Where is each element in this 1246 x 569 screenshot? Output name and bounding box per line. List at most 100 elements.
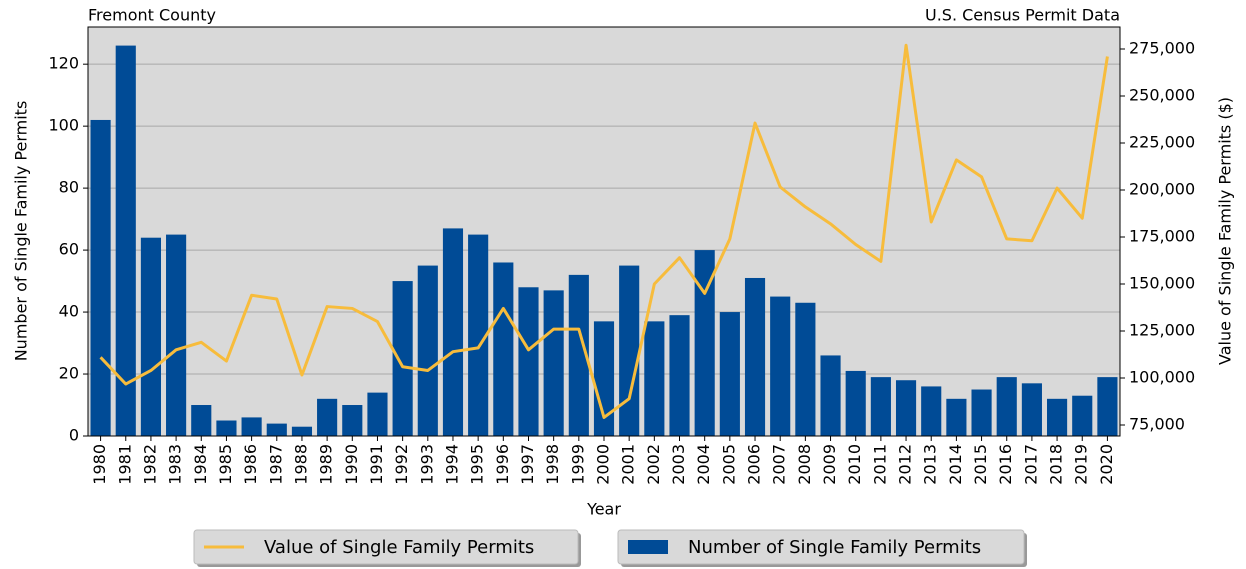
bar xyxy=(367,392,388,436)
y2-tick-label: 125,000 xyxy=(1129,321,1195,340)
x-tick-label: 1984 xyxy=(191,444,210,485)
y-tick-label: 60 xyxy=(59,240,79,259)
x-tick-label: 2020 xyxy=(1097,444,1116,485)
x-tick-label: 1987 xyxy=(266,444,285,485)
x-tick-label: 2015 xyxy=(971,444,990,485)
chart-title-right: U.S. Census Permit Data xyxy=(925,6,1120,25)
x-tick-label: 1983 xyxy=(166,444,185,485)
bar xyxy=(392,281,413,436)
x-tick-label: 2006 xyxy=(745,444,764,485)
bar xyxy=(669,315,690,436)
bar xyxy=(191,405,212,436)
y2-tick-label: 225,000 xyxy=(1129,132,1195,151)
x-axis-label: Year xyxy=(586,500,621,519)
bar xyxy=(1047,398,1068,436)
bar xyxy=(518,287,539,436)
x-tick-label: 1989 xyxy=(317,444,336,485)
y-tick-label: 20 xyxy=(59,364,79,383)
y-tick-label: 40 xyxy=(59,302,79,321)
x-tick-label: 1986 xyxy=(241,444,260,485)
bar xyxy=(870,377,891,436)
x-tick-label: 2019 xyxy=(1072,444,1091,485)
bar xyxy=(442,228,464,436)
y2-tick-label: 150,000 xyxy=(1129,273,1195,292)
bar xyxy=(417,265,438,436)
bar xyxy=(795,302,816,436)
bar xyxy=(895,380,917,436)
x-tick-label: 2001 xyxy=(619,444,638,485)
x-tick-label: 2018 xyxy=(1047,444,1066,485)
y2-tick-label: 200,000 xyxy=(1129,179,1195,198)
x-tick-label: 2013 xyxy=(921,444,940,485)
bar xyxy=(317,398,338,436)
bar xyxy=(1097,377,1118,436)
bar xyxy=(719,312,740,436)
bar xyxy=(468,234,489,436)
x-tick-label: 1992 xyxy=(392,444,411,485)
x-tick-label: 1998 xyxy=(543,444,562,485)
legend-label: Value of Single Family Permits xyxy=(264,537,534,558)
x-tick-label: 1999 xyxy=(568,444,587,485)
bar xyxy=(744,277,766,436)
bar xyxy=(971,389,992,436)
x-tick-label: 1994 xyxy=(442,444,461,485)
y2-tick-label: 275,000 xyxy=(1129,38,1195,57)
bar xyxy=(619,265,640,436)
x-tick-label: 1997 xyxy=(518,444,537,485)
bar xyxy=(644,321,665,436)
bar xyxy=(291,426,313,436)
x-tick-label: 2003 xyxy=(669,444,688,485)
bar xyxy=(845,370,866,436)
bar xyxy=(266,423,287,436)
bar xyxy=(166,234,187,436)
x-tick-label: 1985 xyxy=(216,444,235,485)
y-tick-label: 0 xyxy=(69,426,79,445)
bar xyxy=(568,274,589,436)
x-tick-label: 1991 xyxy=(367,444,386,485)
legend-box xyxy=(193,529,579,565)
x-tick-label: 2012 xyxy=(896,444,915,485)
x-tick-label: 1995 xyxy=(468,444,487,485)
y-tick-label: 100 xyxy=(48,116,79,135)
bar xyxy=(996,377,1017,436)
bar xyxy=(770,296,791,436)
bar xyxy=(946,398,967,436)
x-tick-label: 1993 xyxy=(417,444,436,485)
x-tick-label: 2007 xyxy=(770,444,789,485)
x-tick-label: 2016 xyxy=(996,444,1015,485)
x-tick-label: 2009 xyxy=(820,444,839,485)
y2-tick-label: 100,000 xyxy=(1129,368,1195,387)
line xyxy=(99,43,1109,419)
bar xyxy=(543,290,564,436)
bar xyxy=(1021,383,1042,436)
bar xyxy=(342,405,363,436)
bar xyxy=(921,386,942,436)
y-axis-label: Number of Single Family Permits xyxy=(12,101,31,362)
y-tick-label: 80 xyxy=(59,178,79,197)
chart-title-left: Fremont County xyxy=(88,6,216,25)
x-tick-label: 2011 xyxy=(870,444,889,485)
bar xyxy=(694,250,715,436)
bar xyxy=(140,237,161,436)
y2-axis-label: Value of Single Family Permits ($) xyxy=(1216,97,1235,365)
x-tick-label: 2017 xyxy=(1021,444,1040,485)
x-tick-label: 2002 xyxy=(644,444,663,485)
x-tick-label: 1982 xyxy=(140,444,159,485)
x-tick-label: 1990 xyxy=(342,444,361,485)
x-tick-label: 2010 xyxy=(845,444,864,485)
bar xyxy=(241,417,262,436)
y2-tick-label: 175,000 xyxy=(1129,226,1195,245)
bar xyxy=(820,355,841,436)
x-tick-label: 1981 xyxy=(115,444,134,485)
bar xyxy=(593,321,615,436)
legend-swatch xyxy=(628,540,668,554)
x-tick-label: 1980 xyxy=(90,444,109,485)
x-tick-label: 2004 xyxy=(694,444,713,485)
x-tick-label: 2005 xyxy=(719,444,738,485)
y2-tick-label: 250,000 xyxy=(1129,85,1195,104)
y-tick-label: 120 xyxy=(48,54,79,73)
y2-tick-label: 75,000 xyxy=(1129,415,1185,434)
x-tick-label: 2008 xyxy=(795,444,814,485)
bar xyxy=(216,420,237,436)
